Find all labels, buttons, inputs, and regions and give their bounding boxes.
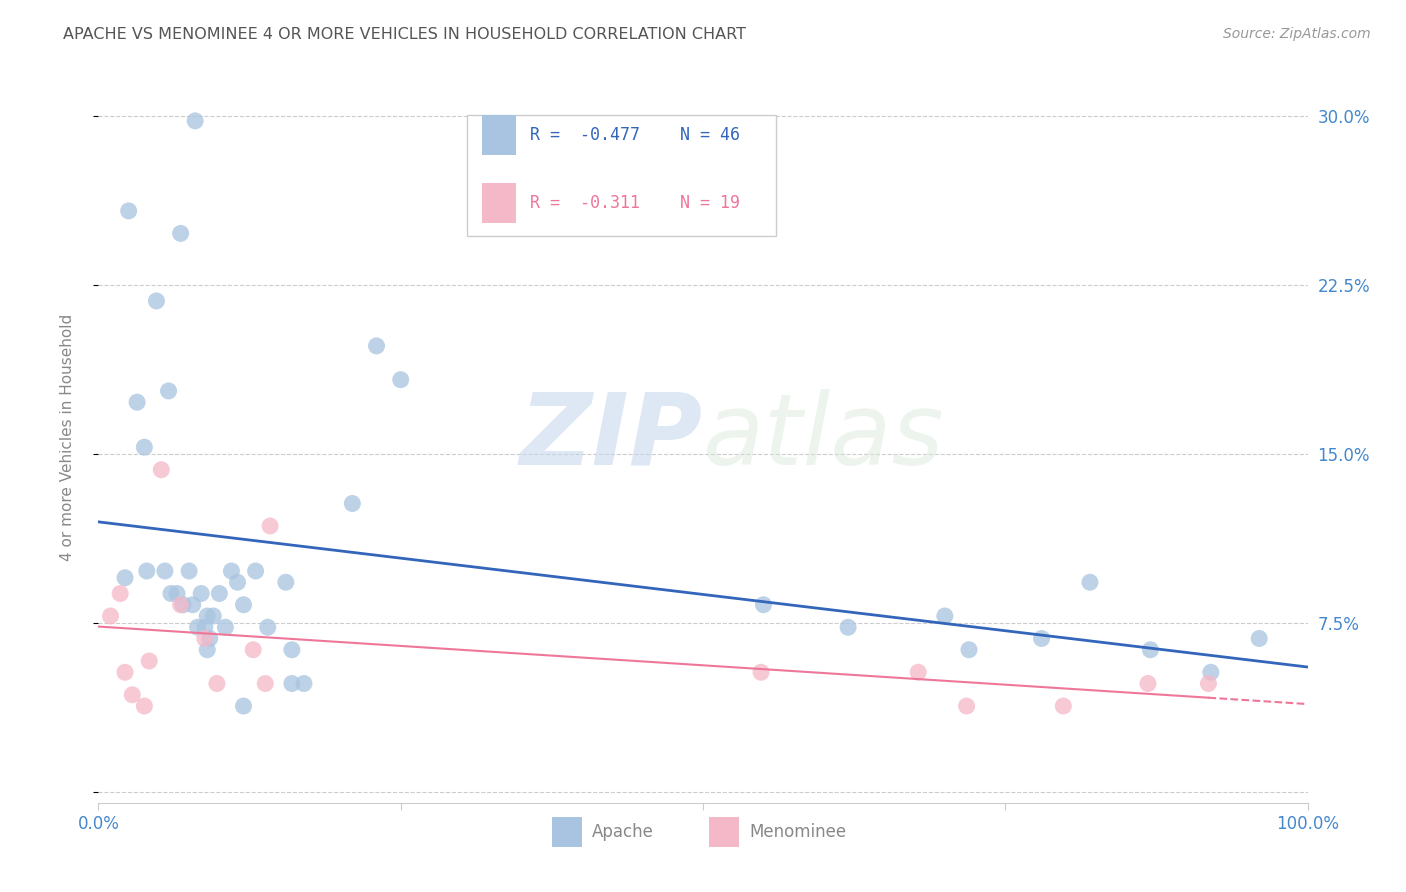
Text: APACHE VS MENOMINEE 4 OR MORE VEHICLES IN HOUSEHOLD CORRELATION CHART: APACHE VS MENOMINEE 4 OR MORE VEHICLES I… — [63, 27, 747, 42]
Point — [232, 699, 254, 714]
Point — [187, 620, 209, 634]
Text: R =  -0.477    N = 46: R = -0.477 N = 46 — [530, 127, 740, 145]
Point — [752, 598, 775, 612]
Text: Apache: Apache — [592, 823, 654, 841]
Point — [100, 609, 122, 624]
Point — [226, 575, 249, 590]
Point — [108, 586, 131, 600]
Point — [232, 598, 254, 612]
Point — [160, 586, 183, 600]
Point — [134, 699, 156, 714]
Point — [292, 676, 315, 690]
FancyBboxPatch shape — [482, 115, 516, 155]
Y-axis label: 4 or more Vehicles in Household: 4 or more Vehicles in Household — [60, 313, 75, 561]
Point — [169, 227, 191, 241]
Point — [1199, 665, 1222, 680]
Point — [150, 463, 173, 477]
FancyBboxPatch shape — [467, 115, 776, 235]
Point — [281, 676, 304, 690]
Point — [955, 699, 977, 714]
Point — [245, 564, 267, 578]
Text: Source: ZipAtlas.com: Source: ZipAtlas.com — [1223, 27, 1371, 41]
Point — [366, 339, 388, 353]
Point — [179, 564, 201, 578]
Text: ZIP: ZIP — [520, 389, 703, 485]
Point — [169, 598, 191, 612]
Point — [1078, 575, 1101, 590]
Point — [254, 676, 277, 690]
Point — [934, 609, 956, 624]
Point — [157, 384, 180, 398]
FancyBboxPatch shape — [482, 183, 516, 223]
Point — [194, 632, 217, 646]
Point — [166, 586, 188, 600]
Point — [198, 632, 221, 646]
Text: R =  -0.311    N = 19: R = -0.311 N = 19 — [530, 194, 740, 211]
Point — [195, 609, 218, 624]
Point — [153, 564, 176, 578]
Point — [1197, 676, 1219, 690]
Point — [281, 642, 304, 657]
Point — [256, 620, 278, 634]
Point — [118, 203, 141, 218]
Point — [749, 665, 772, 680]
Text: Menominee: Menominee — [749, 823, 846, 841]
Point — [957, 642, 980, 657]
Point — [837, 620, 859, 634]
Point — [172, 598, 194, 612]
Point — [135, 564, 157, 578]
Point — [184, 114, 207, 128]
Point — [1249, 632, 1271, 646]
Point — [274, 575, 297, 590]
Point — [1031, 632, 1053, 646]
Point — [190, 586, 212, 600]
Point — [1052, 699, 1074, 714]
Point — [114, 665, 136, 680]
Text: atlas: atlas — [703, 389, 945, 485]
Point — [389, 373, 412, 387]
Point — [114, 571, 136, 585]
Point — [202, 609, 225, 624]
FancyBboxPatch shape — [709, 817, 740, 847]
Point — [208, 586, 231, 600]
Point — [1136, 676, 1159, 690]
Point — [205, 676, 228, 690]
Point — [221, 564, 243, 578]
Point — [907, 665, 929, 680]
Point — [195, 642, 218, 657]
Point — [1139, 642, 1161, 657]
Point — [145, 293, 167, 308]
Point — [127, 395, 149, 409]
Point — [194, 620, 217, 634]
Point — [342, 496, 364, 510]
FancyBboxPatch shape — [551, 817, 582, 847]
Point — [214, 620, 236, 634]
Point — [181, 598, 204, 612]
Point — [138, 654, 160, 668]
Point — [259, 519, 281, 533]
Point — [242, 642, 264, 657]
Point — [121, 688, 143, 702]
Point — [134, 440, 156, 454]
